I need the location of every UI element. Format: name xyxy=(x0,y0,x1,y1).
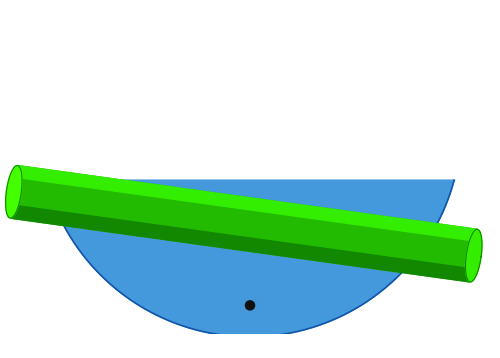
Polygon shape xyxy=(46,180,454,337)
Polygon shape xyxy=(16,166,477,241)
Polygon shape xyxy=(10,205,472,282)
Polygon shape xyxy=(10,166,477,282)
Polygon shape xyxy=(6,165,22,218)
Polygon shape xyxy=(466,229,482,282)
Circle shape xyxy=(246,301,254,310)
